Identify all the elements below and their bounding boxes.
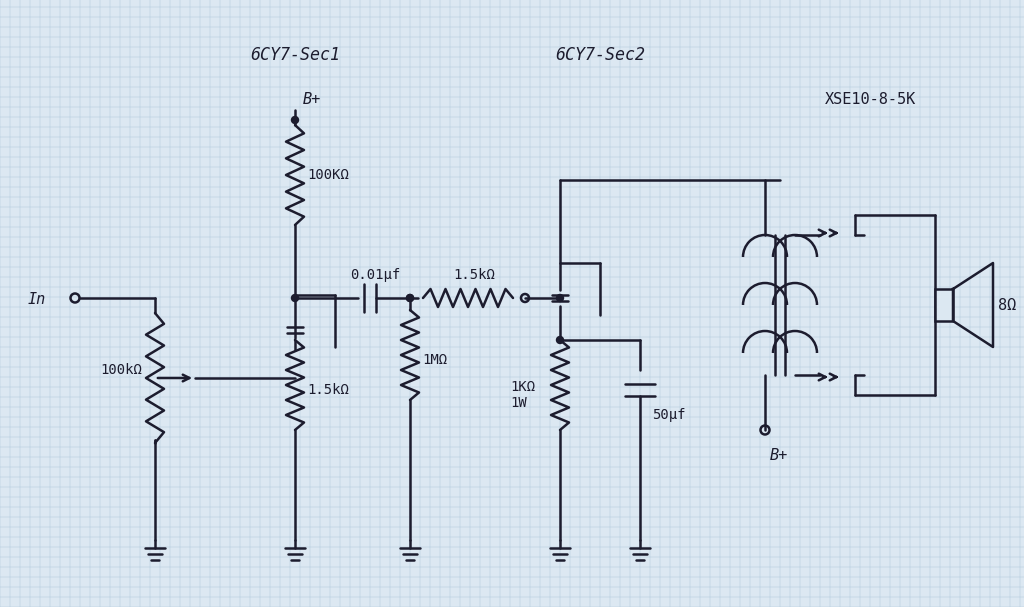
Text: 8Ω: 8Ω <box>998 297 1016 313</box>
Text: B+: B+ <box>770 447 788 463</box>
Text: 1MΩ: 1MΩ <box>422 353 447 367</box>
Text: 6CY7-Sec1: 6CY7-Sec1 <box>250 46 340 64</box>
Text: B+: B+ <box>303 92 322 107</box>
Text: 100KΩ: 100KΩ <box>307 168 349 182</box>
Text: 6CY7-Sec2: 6CY7-Sec2 <box>555 46 645 64</box>
Circle shape <box>556 294 563 302</box>
Circle shape <box>292 294 299 302</box>
Circle shape <box>407 294 414 302</box>
Text: 1.5kΩ: 1.5kΩ <box>453 268 495 282</box>
Text: 0.01μf: 0.01μf <box>350 268 400 282</box>
Text: 1.5kΩ: 1.5kΩ <box>307 383 349 397</box>
Text: 50μf: 50μf <box>652 408 685 422</box>
Bar <box>935 289 953 321</box>
Circle shape <box>556 336 563 344</box>
Text: 1KΩ
1W: 1KΩ 1W <box>510 380 536 410</box>
Text: XSE10-8-5K: XSE10-8-5K <box>824 92 915 107</box>
Text: 100kΩ: 100kΩ <box>100 363 142 377</box>
Circle shape <box>407 294 414 302</box>
Text: In: In <box>28 293 46 308</box>
Circle shape <box>292 117 299 123</box>
